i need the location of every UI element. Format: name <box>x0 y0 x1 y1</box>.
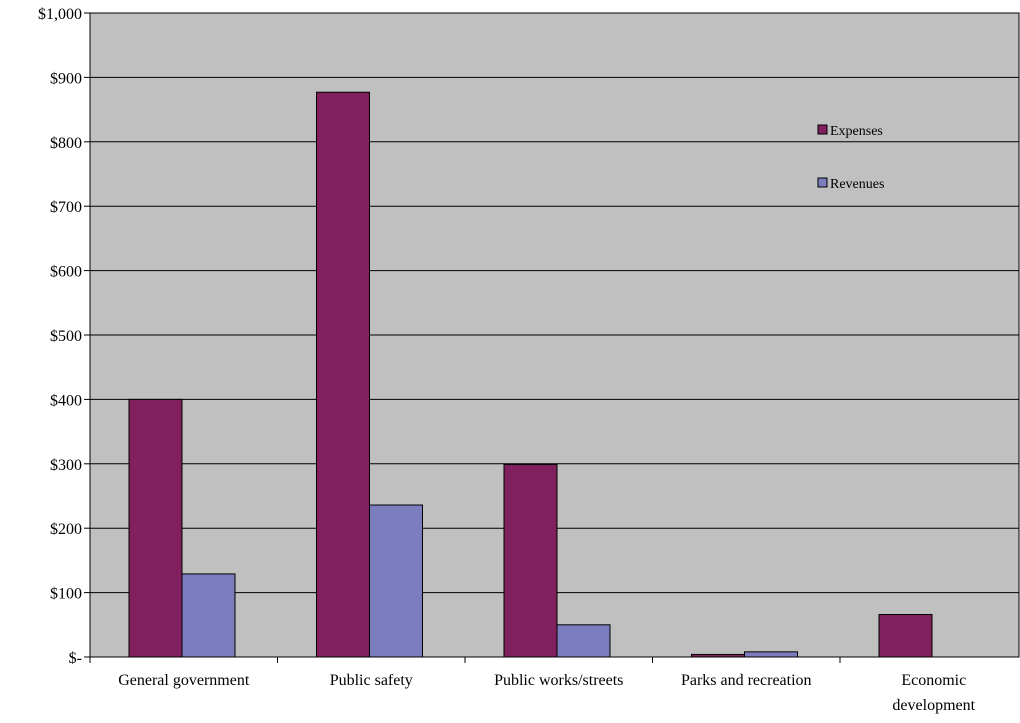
y-axis: $- $100 $200 $300 $400 $500 $600 $700 $800 $900 $1… <box>38 6 91 667</box>
x-category-label: Economic development <box>892 672 975 714</box>
y-tick-label: $100 <box>50 586 82 603</box>
legend-label-revenues: Revenues <box>830 177 884 192</box>
bar-expenses <box>316 91 370 658</box>
y-tick-label: $500 <box>50 328 82 345</box>
y-tick-label: $900 <box>50 70 82 87</box>
bar-revenues <box>369 504 423 658</box>
bar-expenses <box>128 398 183 658</box>
bar-revenues <box>556 624 611 658</box>
x-category-label: Public safety <box>330 672 413 689</box>
bar-revenues <box>181 573 236 658</box>
y-tick-label: $300 <box>50 457 82 474</box>
bar-revenues <box>744 651 798 658</box>
x-axis: General government Public safety Public wo… <box>89 656 1019 714</box>
y-tick-label: $1,000 <box>38 6 82 23</box>
bar-expenses <box>878 613 933 658</box>
y-tick-label: $800 <box>50 135 82 152</box>
y-tick-label: $200 <box>50 521 82 538</box>
bar-expenses <box>503 463 558 658</box>
x-category-label: Parks and recreation <box>681 672 812 689</box>
x-category-label: Public works/streets <box>494 672 623 689</box>
gridlines <box>90 12 1019 594</box>
y-tick-label: $600 <box>50 264 82 281</box>
legend-label-expenses: Expenses <box>830 124 883 139</box>
y-tick-label: $700 <box>50 199 82 216</box>
x-category-label: General government <box>118 672 250 689</box>
y-tick-label: $- <box>69 650 82 667</box>
y-tick-label: $400 <box>50 392 82 409</box>
legend: Expenses Revenues <box>817 124 884 192</box>
legend-swatch-revenues <box>817 177 828 188</box>
bars <box>128 91 933 658</box>
legend-swatch-expenses <box>817 124 828 135</box>
